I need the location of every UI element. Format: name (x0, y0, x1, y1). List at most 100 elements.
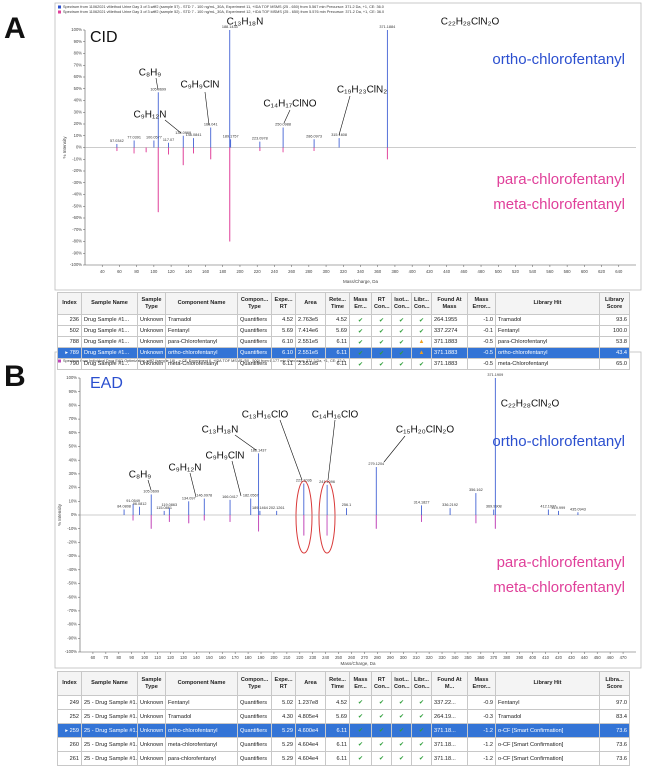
table-cell: Quantifiers (237, 358, 272, 370)
fragment-formula: C₁₃H₁₆ClO (242, 410, 289, 421)
column-header[interactable]: Found At Mass (431, 292, 468, 315)
table-cell: 371.1883 (431, 347, 468, 359)
column-header[interactable]: Component Name (165, 671, 238, 696)
column-header[interactable]: Area (295, 292, 326, 315)
column-header[interactable]: Sample Type (137, 292, 166, 315)
fragment-formula: C₉H₁₂N (169, 463, 202, 474)
table-row[interactable]: 502 Drug Sample #1... Unknown Fentanyl Quant… (57, 325, 630, 337)
column-header[interactable]: Rete... Time (325, 671, 350, 696)
column-header[interactable]: Library Hit (495, 671, 600, 696)
table-cell: 371.18... (431, 737, 468, 752)
y-tick-label: 20% (69, 485, 78, 490)
y-tick-label: -100% (65, 649, 77, 654)
table-cell: ✔ (411, 358, 432, 370)
column-header[interactable]: Isot... Con... (391, 671, 412, 696)
spectrum-header: Spectrum from 11062021 vMethod Urine Day… (63, 5, 384, 9)
column-header[interactable]: Sample Name (81, 292, 138, 315)
table-row[interactable]: 261 25 - Drug Sample #1... Unknown para-chl… (57, 751, 630, 766)
column-header[interactable]: Mass Err... (349, 671, 372, 696)
leader-line (279, 419, 303, 481)
table-row[interactable]: 236 Drug Sample #1... Unknown Tramadol Quant… (57, 314, 630, 326)
x-tick-label: 310 (413, 655, 421, 660)
x-tick-label: 160 (202, 269, 210, 274)
column-header[interactable]: Libr... Con... (411, 292, 432, 315)
table-cell: 6.11 (325, 737, 350, 752)
fragment-formula: C₁₃H₁₈N (227, 17, 264, 28)
legend-entry: para-chlorofentanyl (497, 171, 625, 188)
table-cell: 1.237e8 (295, 695, 326, 710)
x-tick-label: 230 (309, 655, 317, 660)
column-header[interactable]: Area (295, 671, 326, 696)
column-header[interactable]: Sample Type (137, 671, 166, 696)
table-cell: ✔ (371, 336, 392, 348)
column-header[interactable]: Rete... Time (325, 292, 350, 315)
peak-label: 315.1608 (331, 133, 347, 137)
peak-label: 188.1437 (251, 448, 267, 452)
y-axis-label: % Intensity (62, 136, 67, 159)
column-header[interactable]: Libr... Con... (411, 671, 432, 696)
x-axis-label: Mass/Charge, Da (343, 279, 379, 284)
table-cell: para-Chlorofentanyl (165, 336, 238, 348)
column-header[interactable]: Sample Name (81, 671, 138, 696)
column-header[interactable]: Mass Err... (349, 292, 372, 315)
table-cell: 6.11 (325, 723, 350, 738)
column-header[interactable]: Index (57, 671, 82, 696)
x-tick-label: 80 (116, 655, 121, 660)
table-cell: 6.10 (271, 336, 296, 348)
table-cell: 252 (57, 709, 82, 724)
table-row[interactable]: 252 25 - Drug Sample #1... Unknown Tramadol… (57, 709, 630, 724)
column-header[interactable]: Library Hit (495, 292, 600, 315)
column-header[interactable]: Mass Error... (467, 292, 496, 315)
table-cell: 5.69 (325, 709, 350, 724)
column-header[interactable]: Expe... RT (271, 671, 296, 696)
peak-label: 57.0342 (110, 139, 124, 143)
mode-label: EAD (90, 375, 123, 392)
peak-label: 100.0577 (146, 135, 162, 139)
column-header[interactable]: Mass Error... (467, 671, 496, 696)
table-cell: 6.11 (325, 751, 350, 766)
table-cell: 5.02 (271, 695, 296, 710)
header-marker (58, 5, 61, 9)
table-cell: Quantifiers (237, 325, 272, 337)
y-tick-label: 20% (74, 121, 83, 126)
column-header[interactable]: Index (57, 292, 82, 315)
leader-line (147, 479, 152, 491)
table-cell: -1.2 (467, 723, 496, 738)
column-header[interactable]: Libra... Score (599, 671, 630, 696)
column-header[interactable]: Isot... Con... (391, 292, 412, 315)
table-row[interactable]: 788 Drug Sample #1... Unknown para-Chlorofe… (57, 336, 630, 348)
peak-label: 189.1464 (252, 506, 268, 510)
column-header[interactable]: Compon... Type (237, 671, 272, 696)
y-tick-label: 10% (69, 498, 78, 503)
table-cell: ✔ (391, 695, 412, 710)
y-tick-label: 0% (71, 512, 77, 517)
peak-label: 419.999 (552, 506, 566, 510)
y-tick-label: 60% (69, 430, 78, 435)
column-header[interactable]: Expe... RT (271, 292, 296, 315)
table-row[interactable]: 790 Drug Sample #1... Unknown meta-Chlorofe… (57, 358, 630, 370)
fragment-formula: C₁₃H₁₈N (202, 425, 239, 436)
table-cell: ✔ (371, 751, 392, 766)
x-tick-label: 360 (374, 269, 382, 274)
x-tick-label: 640 (615, 269, 623, 274)
column-header[interactable]: Found At M... (431, 671, 468, 696)
column-header[interactable]: Compon... Type (237, 292, 272, 315)
column-header[interactable]: RT Con... (371, 292, 392, 315)
table-cell: 4.604e4 (295, 751, 326, 766)
table-row[interactable]: 249 25 - Drug Sample #1... Unknown Fentanyl… (57, 695, 630, 710)
column-header[interactable]: Library Score (599, 292, 630, 315)
table-cell: Quantifiers (237, 709, 272, 724)
table-cell: 4.600e4 (295, 723, 326, 738)
table-cell: 73.6 (599, 751, 630, 766)
column-header[interactable]: RT Con... (371, 671, 392, 696)
table-row[interactable]: 260 25 - Drug Sample #1... Unknown meta-chl… (57, 737, 630, 752)
x-tick-label: 360 (477, 655, 485, 660)
x-tick-label: 240 (322, 655, 330, 660)
table-cell: ✔ (349, 347, 372, 359)
y-tick-label: -10% (72, 156, 82, 161)
table-cell: Unknown (137, 358, 166, 370)
x-tick-label: 60 (91, 655, 96, 660)
column-header[interactable]: Component Name (165, 292, 238, 315)
